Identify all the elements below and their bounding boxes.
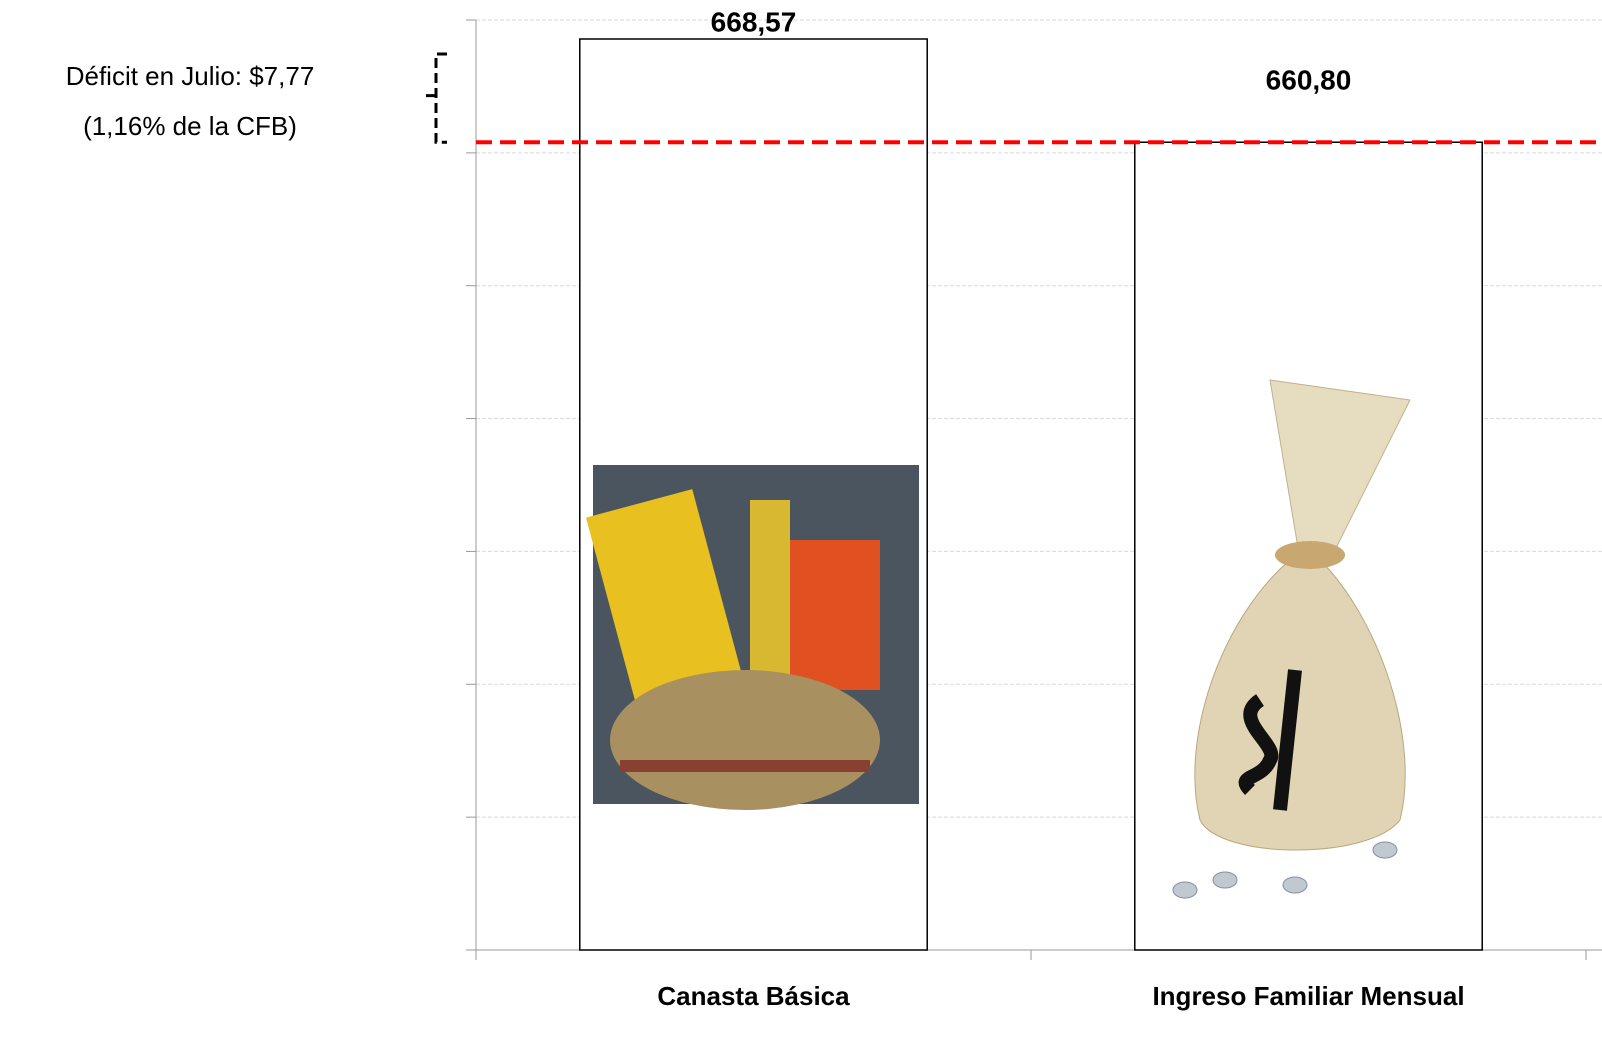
x-tick-label: Ingreso Familiar Mensual bbox=[1152, 981, 1464, 1011]
annotation: Déficit en Julio: $7,77 bbox=[66, 61, 315, 91]
coin bbox=[1212, 871, 1238, 889]
coin bbox=[1282, 876, 1308, 894]
pack bbox=[790, 540, 880, 690]
annotation: (1,16% de la CFB) bbox=[83, 111, 297, 141]
basket-stripe bbox=[620, 760, 870, 772]
basket bbox=[610, 670, 880, 810]
x-tick-label: Canasta Básica bbox=[657, 981, 850, 1011]
coin bbox=[1372, 841, 1398, 859]
money-bag-image bbox=[1172, 379, 1411, 899]
value-label: 660,80 bbox=[1266, 65, 1352, 96]
rope bbox=[1275, 541, 1345, 569]
dollar-sign bbox=[1238, 669, 1302, 811]
coin bbox=[1172, 881, 1198, 899]
basket-image bbox=[585, 465, 919, 810]
deficit-bracket bbox=[426, 52, 447, 144]
bottle bbox=[750, 500, 790, 700]
value-label: 668,57 bbox=[711, 6, 797, 37]
egg-box bbox=[585, 489, 745, 711]
